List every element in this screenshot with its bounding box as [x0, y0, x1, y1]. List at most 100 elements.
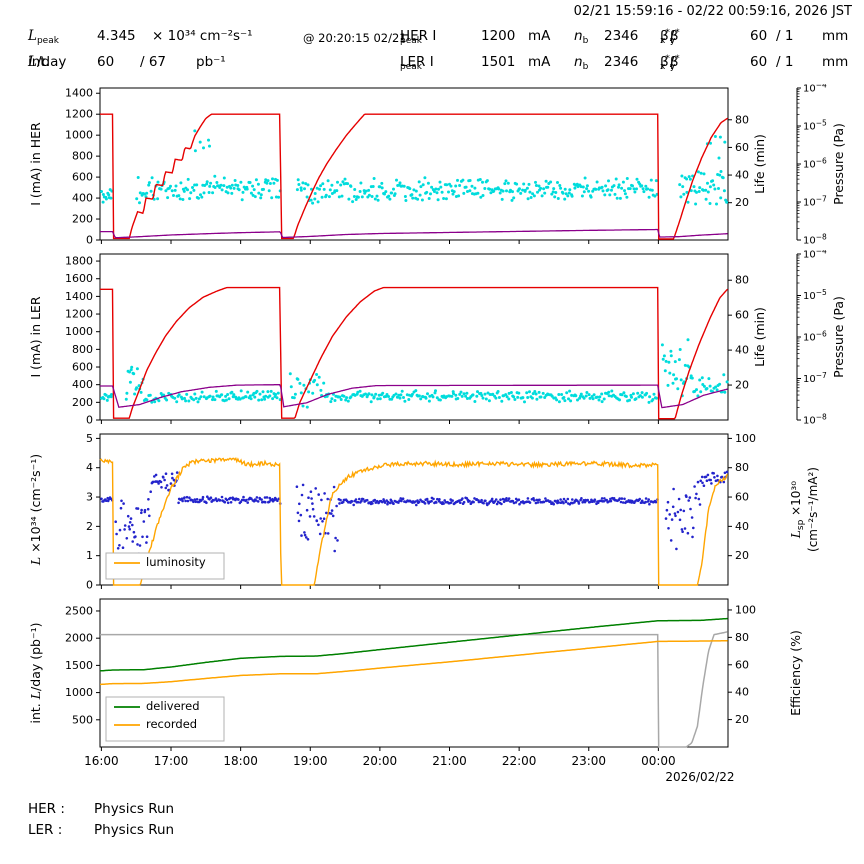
- her-ipeak-unit: mA: [528, 28, 551, 44]
- svg-text:2026/02/22: 2026/02/22: [665, 770, 734, 784]
- svg-text:Pressure (Pa): Pressure (Pa): [831, 296, 846, 378]
- intl-unit: pb⁻¹: [196, 54, 226, 70]
- intl-label: int. L/day: [28, 54, 67, 70]
- svg-text:10−8: 10−8: [803, 413, 827, 427]
- ler-ipeak-value: 1501: [481, 54, 516, 70]
- lpeak-value: 4.345: [97, 28, 136, 44]
- svg-text:1000: 1000: [65, 325, 93, 338]
- chart-her-current: 0 200 400 600 800 1000 1200 1400 I (mA) in HER 20…: [28, 84, 846, 247]
- her-run-row: HER : Physics Run: [28, 799, 864, 820]
- svg-text:800: 800: [72, 343, 93, 356]
- svg-text:Lsp ×10³⁰: Lsp ×10³⁰: [789, 481, 806, 539]
- svg-text:17:00: 17:00: [154, 754, 189, 768]
- svg-text:19:00: 19:00: [293, 754, 328, 768]
- svg-text:I (mA) in LER: I (mA) in LER: [28, 296, 43, 377]
- svg-text:10−4: 10−4: [803, 250, 827, 261]
- svg-text:200: 200: [72, 213, 93, 226]
- svg-text:1600: 1600: [65, 272, 93, 285]
- svg-text:10−7: 10−7: [803, 371, 827, 385]
- svg-text:L ×10³⁴ (cm⁻²s⁻¹): L ×10³⁴ (cm⁻²s⁻¹): [28, 454, 43, 566]
- svg-text:22:00: 22:00: [502, 754, 537, 768]
- svg-text:40: 40: [735, 169, 749, 182]
- beta-label-her: β x* / β y*: [660, 28, 680, 46]
- svg-text:600: 600: [72, 171, 93, 184]
- beta-value2-ler: / 1: [776, 54, 794, 70]
- date-range: 02/21 15:59:16 - 02/22 00:59:16, 2026 JS…: [573, 4, 852, 19]
- svg-text:10−4: 10−4: [803, 84, 827, 95]
- beta-unit-ler: mm: [822, 54, 849, 70]
- svg-text:21:00: 21:00: [432, 754, 467, 768]
- header-stats: 02/21 15:59:16 - 02/22 00:59:16, 2026 JS…: [0, 0, 864, 84]
- svg-text:10−6: 10−6: [803, 157, 827, 171]
- svg-text:60: 60: [735, 141, 749, 154]
- svg-text:recorded: recorded: [146, 717, 197, 731]
- svg-text:10−6: 10−6: [803, 330, 827, 344]
- svg-text:00:00: 00:00: [641, 754, 676, 768]
- chart-luminosity: 0 1 2 3 4 5 L ×10³⁴ (cm⁻²s⁻¹) 20 40 60 80 100 Lsp ×1…: [28, 432, 820, 592]
- nb-ler-label: nb: [574, 54, 589, 72]
- svg-text:I (mA) in HER: I (mA) in HER: [28, 122, 43, 206]
- chart-integrated-luminosity: 16:00 17:00 18:00 19:00 20:00 21:00 22:00 23:00…: [28, 598, 803, 784]
- svg-text:500: 500: [72, 713, 93, 726]
- svg-text:delivered: delivered: [146, 699, 200, 713]
- svg-text:60: 60: [735, 658, 749, 671]
- svg-text:600: 600: [72, 361, 93, 374]
- svg-text:20: 20: [735, 196, 749, 209]
- svg-text:3: 3: [86, 491, 93, 504]
- svg-text:40: 40: [735, 686, 749, 699]
- svg-text:1400: 1400: [65, 87, 93, 100]
- svg-text:1: 1: [86, 549, 93, 562]
- svg-text:2000: 2000: [65, 632, 93, 645]
- svg-text:2500: 2500: [65, 604, 93, 617]
- svg-text:0: 0: [86, 579, 93, 592]
- svg-text:10−7: 10−7: [803, 195, 827, 209]
- svg-text:1500: 1500: [65, 659, 93, 672]
- ler-ipeak-unit: mA: [528, 54, 551, 70]
- beta-value-ler: 60: [750, 54, 768, 70]
- nb-her-label: nb: [574, 28, 589, 46]
- svg-text:20: 20: [735, 713, 749, 726]
- svg-text:40: 40: [735, 344, 749, 357]
- svg-text:10−5: 10−5: [803, 288, 827, 302]
- svg-text:800: 800: [72, 150, 93, 163]
- svg-text:Life (min): Life (min): [752, 134, 767, 194]
- nb-her-value: 2346: [604, 28, 639, 44]
- svg-text:10−5: 10−5: [803, 119, 827, 133]
- svg-text:0: 0: [86, 414, 93, 427]
- svg-text:Pressure (Pa): Pressure (Pa): [831, 123, 846, 205]
- svg-text:100: 100: [735, 432, 756, 445]
- svg-text:1200: 1200: [65, 108, 93, 121]
- svg-text:80: 80: [735, 461, 749, 474]
- svg-text:1400: 1400: [65, 290, 93, 303]
- svg-text:1000: 1000: [65, 686, 93, 699]
- intl-target: / 67: [140, 54, 167, 70]
- lpeak-label: Lpeak: [28, 28, 59, 46]
- ler-run-label: LER :: [28, 822, 63, 838]
- beta-label-ler: β x* / β y*: [660, 54, 680, 72]
- svg-text:1800: 1800: [65, 255, 93, 268]
- her-run-value: Physics Run: [94, 801, 175, 817]
- svg-text:0: 0: [86, 234, 93, 247]
- svg-text:20: 20: [735, 549, 749, 562]
- ler-run-row: LER : Physics Run: [28, 820, 864, 841]
- svg-text:10−8: 10−8: [803, 233, 827, 247]
- beta-unit-her: mm: [822, 28, 849, 44]
- chart-ler-current: 0 200 400 600 800 1000 1200 1400 1600 1800 I (mA) …: [28, 250, 846, 427]
- svg-text:20: 20: [735, 379, 749, 392]
- svg-text:100: 100: [735, 603, 756, 616]
- svg-text:400: 400: [72, 192, 93, 205]
- svg-text:80: 80: [735, 113, 749, 126]
- svg-text:200: 200: [72, 396, 93, 409]
- svg-text:80: 80: [735, 631, 749, 644]
- svg-text:400: 400: [72, 378, 93, 391]
- svg-text:60: 60: [735, 309, 749, 322]
- svg-text:23:00: 23:00: [571, 754, 606, 768]
- lpeak-units: × 10³⁴ cm⁻²s⁻¹: [152, 28, 253, 44]
- svg-text:60: 60: [735, 491, 749, 504]
- svg-text:int. L/day (pb⁻¹): int. L/day (pb⁻¹): [28, 623, 43, 724]
- her-run-label: HER :: [28, 801, 65, 817]
- svg-text:4: 4: [86, 461, 93, 474]
- svg-text:18:00: 18:00: [223, 754, 258, 768]
